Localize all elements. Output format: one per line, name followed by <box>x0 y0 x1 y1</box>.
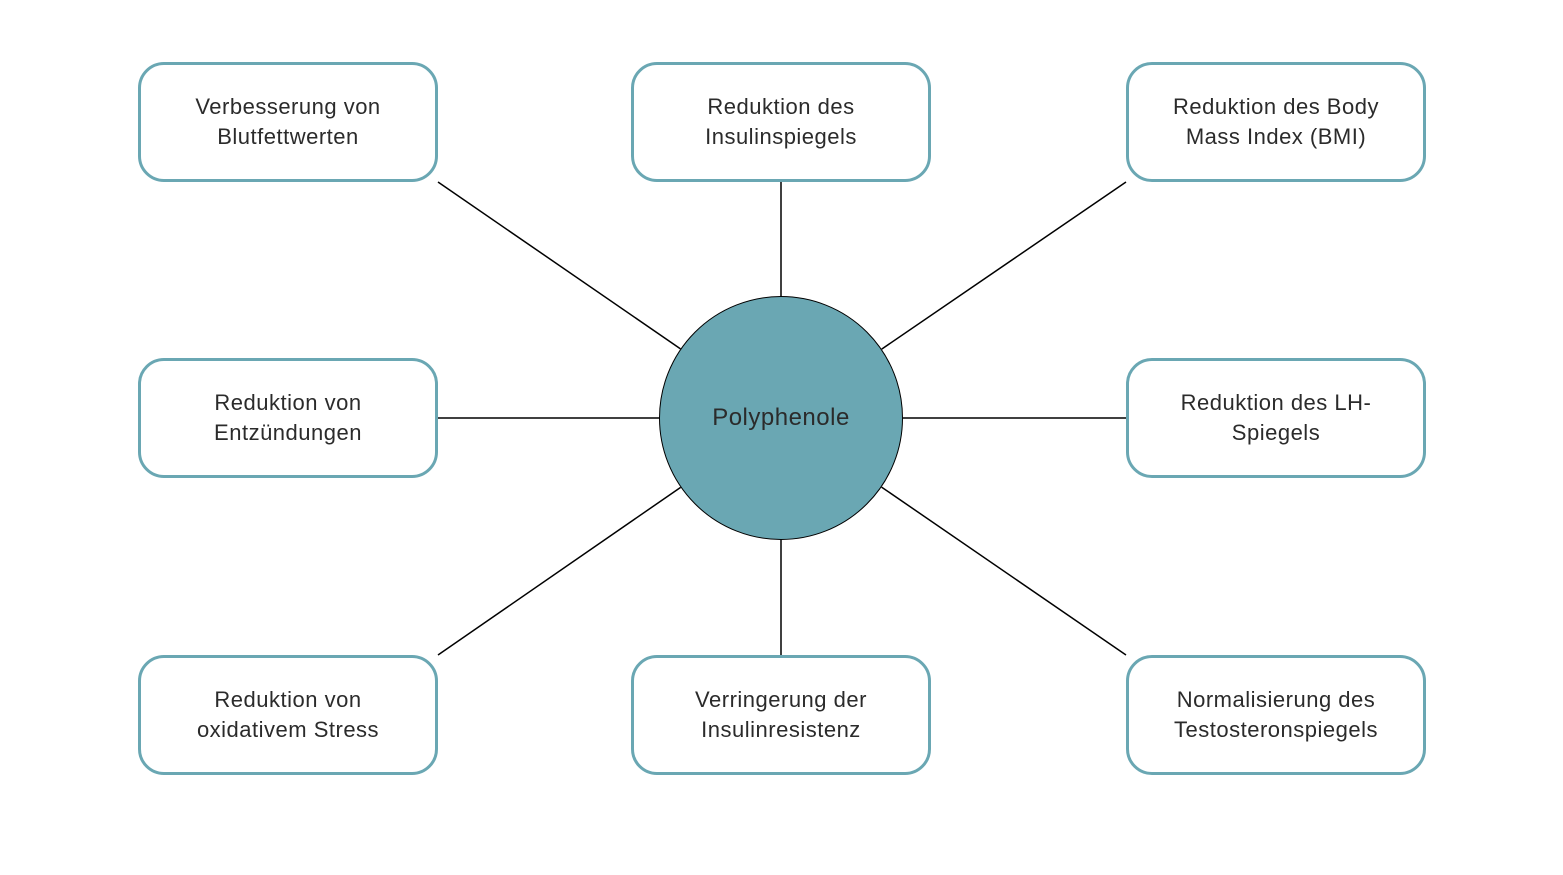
diagram-canvas: Polyphenole Verbesserung von Blutfettwer… <box>0 0 1563 875</box>
effect-node-label: Reduktion des LH-Spiegels <box>1147 388 1405 447</box>
effect-node: Verbesserung von Blutfettwerten <box>138 62 438 182</box>
effect-node-label: Normalisierung des Testosteronspiegels <box>1147 685 1405 744</box>
effect-node-label: Reduktion des Insulinspiegels <box>652 92 910 151</box>
center-node: Polyphenole <box>659 296 903 540</box>
effect-node-label: Verringerung der Insulinresistenz <box>652 685 910 744</box>
effect-node: Reduktion von Entzündungen <box>138 358 438 478</box>
center-node-label: Polyphenole <box>712 404 850 432</box>
effect-node: Reduktion des Body Mass Index (BMI) <box>1126 62 1426 182</box>
effect-node-label: Reduktion des Body Mass Index (BMI) <box>1147 92 1405 151</box>
effect-node-label: Verbesserung von Blutfettwerten <box>159 92 417 151</box>
effect-node: Reduktion des LH-Spiegels <box>1126 358 1426 478</box>
effect-node: Normalisierung des Testosteronspiegels <box>1126 655 1426 775</box>
effect-node-label: Reduktion von oxidativem Stress <box>159 685 417 744</box>
effect-node: Reduktion des Insulinspiegels <box>631 62 931 182</box>
effect-node: Verringerung der Insulinresistenz <box>631 655 931 775</box>
effect-node-label: Reduktion von Entzündungen <box>159 388 417 447</box>
effect-node: Reduktion von oxidativem Stress <box>138 655 438 775</box>
